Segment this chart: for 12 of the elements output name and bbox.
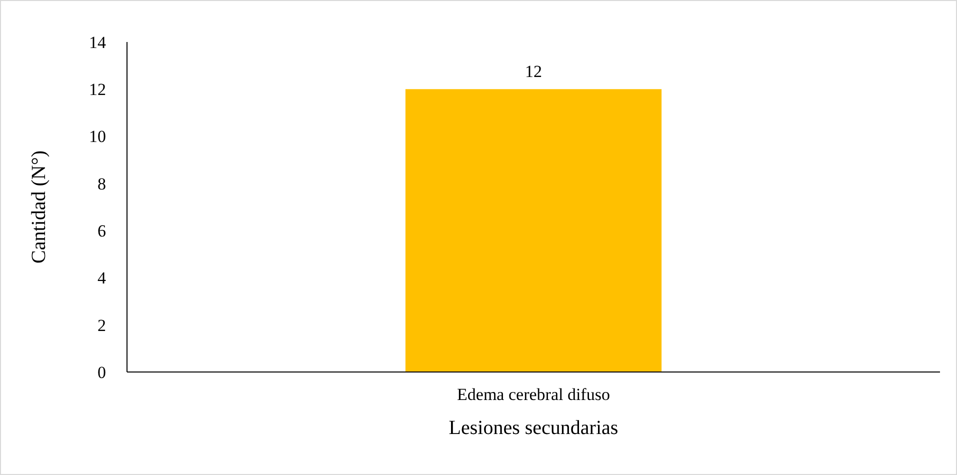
y-tick-label: 14 [89,32,106,52]
y-axis-title: Cantidad (N°) [28,150,50,264]
y-tick-label: 0 [98,362,106,382]
y-tick-label: 6 [98,222,106,241]
y-tick-label: 4 [98,268,106,288]
data-label: 12 [525,62,542,82]
y-tick-label: 8 [98,174,106,194]
x-axis-title: Lesiones secundarias [448,417,618,439]
y-tick-label: 12 [89,80,106,100]
y-tick-label: 10 [89,127,106,146]
y-tick-label: 2 [98,316,106,335]
x-tick-label: Edema cerebral difuso [457,385,610,404]
